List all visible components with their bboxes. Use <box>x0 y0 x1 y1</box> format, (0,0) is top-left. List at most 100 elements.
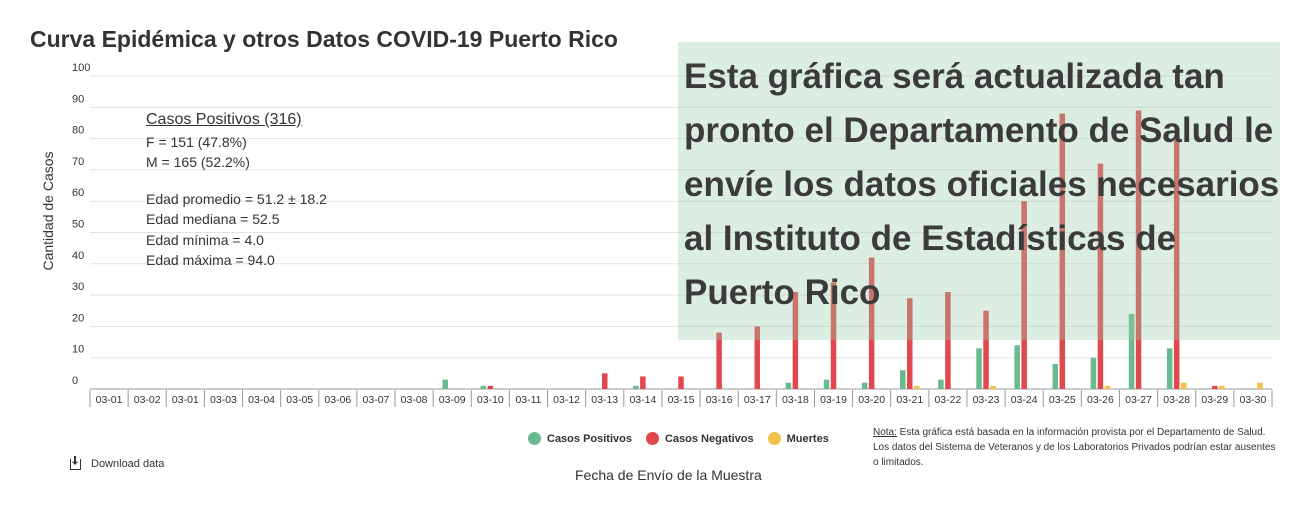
bar <box>823 379 830 389</box>
x-tick-label: 03-30 <box>1240 394 1267 406</box>
legend-item-positive[interactable]: Casos Positivos <box>528 432 632 445</box>
bar <box>861 382 868 389</box>
legend-item-negative[interactable]: Casos Negativos <box>645 432 754 445</box>
bar <box>907 298 913 389</box>
x-tick-label: 03-29 <box>1201 394 1228 406</box>
bar <box>1059 113 1066 389</box>
bar <box>1166 348 1173 389</box>
legend-swatch-positive <box>528 432 541 445</box>
bar <box>830 282 837 389</box>
x-tick-label: 03-06 <box>324 394 351 406</box>
data-note: Nota: Esta gráfica está basada en la inf… <box>873 425 1283 470</box>
y-axis-label: Cantidad de Casos <box>40 151 56 271</box>
bar <box>1135 110 1142 390</box>
x-tick-label: 03-01 <box>96 394 123 406</box>
x-tick-label: 03-19 <box>820 394 847 406</box>
x-tick-label: 03-02 <box>134 394 161 406</box>
x-tick-label: 03-07 <box>363 394 390 406</box>
bar <box>442 379 448 389</box>
bar <box>1180 382 1187 389</box>
stats-male: M = 165 (52.2%) <box>146 154 250 170</box>
x-tick-label: 03-21 <box>896 394 923 406</box>
y-tick-labels: 0 10 20 30 40 50 60 70 80 90 100 <box>72 62 90 387</box>
y-tick-label: 30 <box>72 281 84 293</box>
x-tick-label: 03-10 <box>477 394 504 406</box>
bar <box>480 385 487 389</box>
x-tick-label: 03-13 <box>591 394 618 406</box>
stats-max-age: Edad máxima = 94.0 <box>146 252 275 268</box>
bar <box>983 310 989 389</box>
bar <box>716 332 722 389</box>
grid-lines <box>90 75 1272 390</box>
y-tick-label: 100 <box>72 62 90 74</box>
x-tick-label: 03-05 <box>286 394 313 406</box>
bar <box>640 376 646 389</box>
legend-label-deaths: Muertes <box>786 432 829 445</box>
y-tick-label: 80 <box>72 125 84 137</box>
note-label: Nota: <box>873 427 897 438</box>
bar <box>1021 201 1027 389</box>
x-tick-label: 03-14 <box>629 394 656 406</box>
bars <box>442 110 1263 390</box>
x-tick-label: 03-04 <box>248 394 275 406</box>
stats-female: F = 151 (47.8%) <box>146 133 247 150</box>
x-axis-label: Fecha de Envío de la Muestra <box>575 467 762 483</box>
y-tick-label: 70 <box>72 156 84 168</box>
bar <box>1014 345 1020 389</box>
x-tick-label: 03-27 <box>1125 394 1152 406</box>
bar <box>754 326 761 389</box>
x-tick-label: 03-28 <box>1163 394 1190 406</box>
bar <box>601 373 608 389</box>
x-tick-label: 03-24 <box>1011 394 1038 406</box>
y-tick-label: 90 <box>72 93 84 105</box>
legend-label-negative: Casos Negativos <box>664 432 754 445</box>
bar <box>1257 382 1263 389</box>
y-tick-label: 50 <box>72 219 84 231</box>
x-tick-label: 03-22 <box>934 394 961 406</box>
bar <box>976 348 982 389</box>
x-tick-labels: 03-01 03-02 03-01 03-03 03-04 03-05 03-06 03-07… <box>89 390 1273 407</box>
x-tick-label: 03-25 <box>1049 394 1076 406</box>
x-tick-label: 03-03 <box>210 394 237 406</box>
bar <box>1219 385 1225 389</box>
x-tick-label: 03-01 <box>172 394 199 406</box>
bar <box>785 382 792 389</box>
bar <box>914 385 920 389</box>
download-icon <box>70 455 81 470</box>
x-tick-label: 03-16 <box>706 394 733 406</box>
download-label: Download data <box>91 458 165 470</box>
x-tick-label: 03-26 <box>1087 394 1114 406</box>
bar <box>678 376 684 389</box>
x-tick-label: 03-09 <box>439 394 466 406</box>
bar <box>1090 357 1097 389</box>
y-tick-label: 20 <box>72 312 84 324</box>
bar <box>1104 385 1111 389</box>
chart-title: Curva Epidémica y otros Datos COVID-19 P… <box>30 26 618 52</box>
stats-heading: Casos Positivos (316) <box>146 111 302 128</box>
y-tick-label: 40 <box>72 250 84 262</box>
bar <box>945 291 951 389</box>
stats-mean-age: Edad promedio = 51.2 ± 18.2 <box>146 190 327 207</box>
legend: Casos Positivos Casos Negativos Muertes <box>528 432 843 445</box>
bar <box>938 379 944 389</box>
stats-box: Casos Positivos (316) F = 151 (47.8%) M … <box>146 110 327 271</box>
y-tick-label: 60 <box>72 187 84 199</box>
download-data-button[interactable]: Download data <box>70 455 165 470</box>
bar <box>900 370 906 389</box>
bar <box>633 385 639 389</box>
legend-item-deaths[interactable]: Muertes <box>767 432 829 445</box>
legend-swatch-negative <box>645 432 659 445</box>
x-tick-label: 03-18 <box>782 394 809 406</box>
bar <box>792 291 799 389</box>
y-tick-label: 10 <box>72 344 84 356</box>
x-tick-label: 03-20 <box>858 394 885 406</box>
bar <box>1097 163 1104 389</box>
legend-swatch-deaths <box>767 432 781 445</box>
bar <box>990 385 996 389</box>
note-text: Esta gráfica está basada en la informaci… <box>873 427 1276 468</box>
stats-min-age: Edad mínima = 4.0 <box>146 231 264 248</box>
x-tick-label: 03-23 <box>973 394 1000 406</box>
bar <box>1128 313 1135 389</box>
bar <box>487 385 494 389</box>
